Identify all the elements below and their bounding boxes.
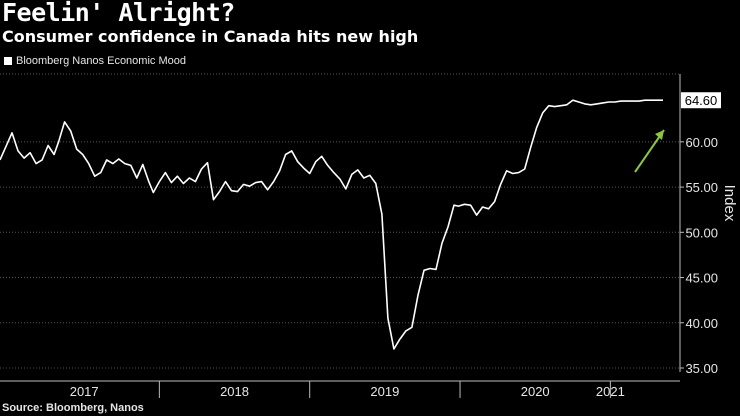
axes [0, 74, 684, 398]
x-tick-label: 2018 [220, 384, 249, 399]
x-tick-label: 2019 [370, 384, 399, 399]
y-tick-label: 55.00 [685, 180, 718, 195]
y-tick-label: 50.00 [685, 225, 718, 240]
chart-title: Feelin' Alright? [2, 0, 235, 27]
plot-area [0, 99, 665, 350]
annotation-arrowhead [655, 130, 664, 140]
y-tick-label: 35.00 [685, 361, 718, 376]
x-tick-label: 2020 [521, 384, 550, 399]
y-axis-label: Index [721, 185, 738, 222]
last-value-label: 64.60 [685, 93, 718, 108]
source-note: Source: Bloomberg, Nanos [2, 402, 144, 414]
y-tick-label: 40.00 [685, 316, 718, 331]
gridlines [0, 73, 680, 369]
chart-subtitle: Consumer confidence in Canada hits new h… [2, 27, 419, 46]
last-value-box [681, 92, 721, 109]
y-tick-label: 60.00 [685, 135, 718, 150]
legend-swatch [4, 57, 12, 65]
tick-labels: 35.00 40.00 45.00 50.00 55.00 60.00 2017 2018 20… [70, 92, 738, 399]
series-line [0, 99, 663, 350]
legend: Bloomberg Nanos Economic Mood [4, 55, 186, 67]
x-tick-label: 2017 [70, 384, 99, 399]
legend-label: Bloomberg Nanos Economic Mood [16, 55, 186, 67]
x-tick-label: 2021 [596, 384, 625, 399]
y-tick-label: 45.00 [685, 271, 718, 286]
